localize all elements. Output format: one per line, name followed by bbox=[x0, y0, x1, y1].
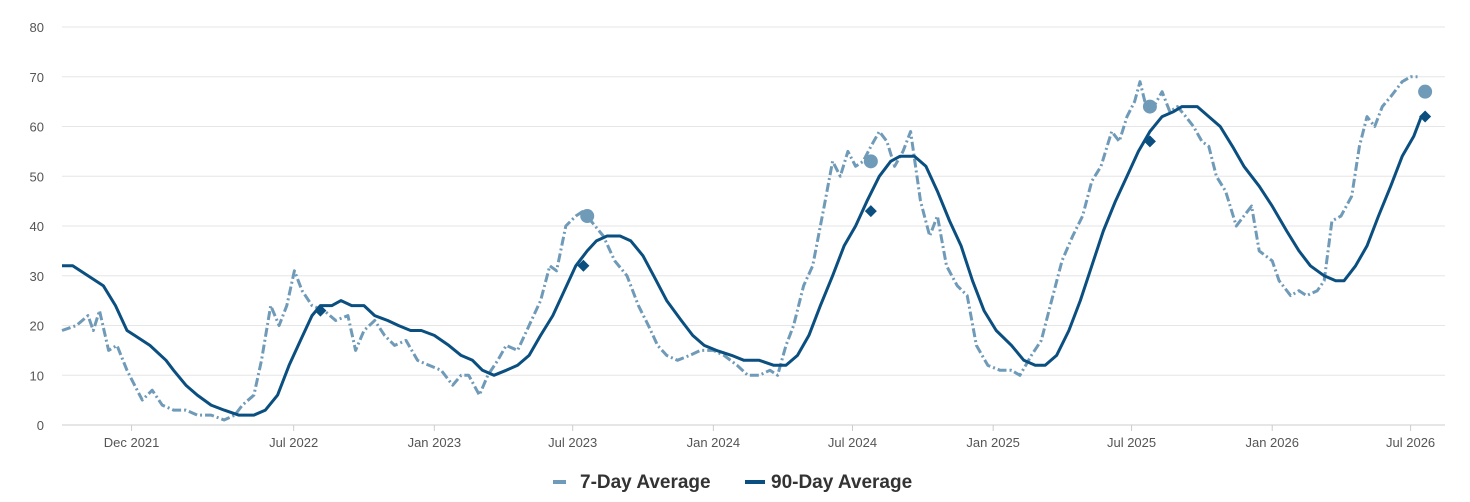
x-tick-label: Jul 2022 bbox=[269, 435, 318, 450]
x-tick-label: Jul 2023 bbox=[548, 435, 597, 450]
y-tick-label: 20 bbox=[30, 319, 44, 334]
marker-90-day[interactable] bbox=[577, 259, 590, 272]
marker-90-day[interactable] bbox=[1143, 135, 1156, 148]
legend: 7-Day Average 90-Day Average bbox=[553, 472, 912, 493]
y-tick-label: 50 bbox=[30, 169, 44, 184]
marker-90-day[interactable] bbox=[314, 304, 327, 317]
x-axis-ticks: Dec 2021 Jul 2022 Jan 2023 Jul 2023 Jan 2024… bbox=[104, 425, 1435, 450]
marker-90-day[interactable] bbox=[864, 205, 877, 218]
series-lines bbox=[61, 75, 1423, 422]
y-tick-label: 10 bbox=[30, 368, 44, 383]
marker-7-day[interactable] bbox=[580, 209, 595, 224]
legend-label-7-day: 7-Day Average bbox=[580, 472, 711, 493]
y-tick-label: 70 bbox=[30, 70, 44, 85]
x-tick-label: Jan 2026 bbox=[1245, 435, 1299, 450]
series-line-7-day bbox=[61, 75, 1418, 422]
y-tick-label: 60 bbox=[30, 120, 44, 135]
legend-item-90-day[interactable]: 90-Day Average bbox=[745, 472, 912, 493]
x-tick-label: Jan 2023 bbox=[408, 435, 462, 450]
x-tick-label: Jan 2025 bbox=[966, 435, 1020, 450]
series-markers bbox=[314, 84, 1433, 317]
y-tick-label: 80 bbox=[30, 20, 44, 35]
x-tick-label: Jul 2024 bbox=[828, 435, 877, 450]
legend-label-90-day: 90-Day Average bbox=[771, 472, 912, 493]
marker-90-day[interactable] bbox=[1419, 110, 1432, 123]
x-tick-label: Jul 2026 bbox=[1386, 435, 1435, 450]
series-line-90-day bbox=[62, 105, 1423, 417]
legend-item-7-day[interactable]: 7-Day Average bbox=[553, 472, 711, 493]
marker-7-day[interactable] bbox=[1142, 99, 1157, 114]
x-tick-label: Jan 2024 bbox=[687, 435, 741, 450]
x-tick-label: Jul 2025 bbox=[1107, 435, 1156, 450]
y-axis-ticks: 0 10 20 30 40 50 60 70 80 bbox=[30, 20, 44, 433]
y-tick-label: 40 bbox=[30, 219, 44, 234]
x-tick-label: Dec 2021 bbox=[104, 435, 160, 450]
y-tick-label: 30 bbox=[30, 269, 44, 284]
marker-7-day[interactable] bbox=[1418, 84, 1433, 99]
marker-7-day[interactable] bbox=[863, 154, 878, 169]
y-tick-label: 0 bbox=[37, 418, 44, 433]
